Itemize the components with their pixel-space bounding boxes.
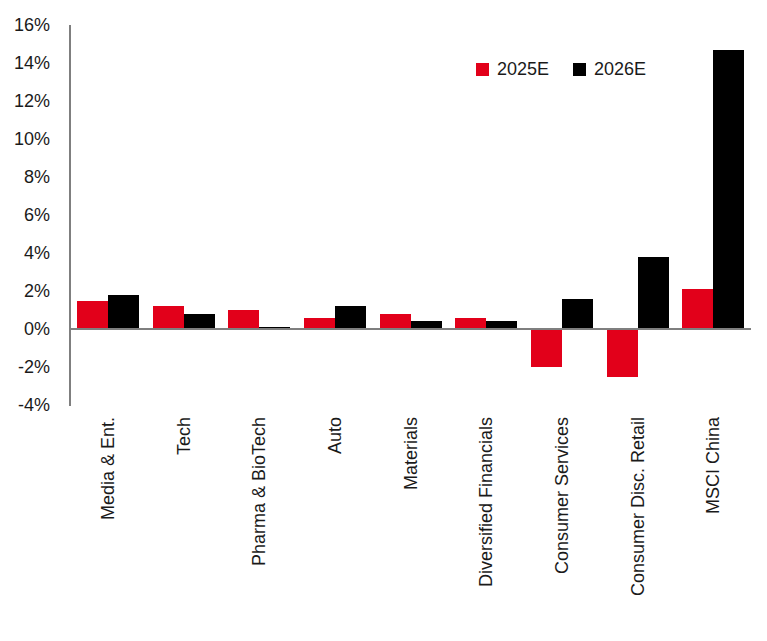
legend-swatch-2025e-icon xyxy=(476,63,489,76)
bar-2025e-consumer-disc-retail xyxy=(607,329,638,377)
y-tick-label-4pct: 4% xyxy=(0,242,50,264)
y-tick-label-12pct: 12% xyxy=(0,90,50,112)
bar-2025e-media-ent xyxy=(77,301,108,330)
bar-2025e-msci-china xyxy=(682,289,713,329)
y-tick-label-2pct: 2% xyxy=(0,280,50,302)
legend-item-2025e: 2025E xyxy=(476,58,549,80)
x-axis-label-media-ent: Media & Ent. xyxy=(97,417,119,520)
x-axis-label-pharma-biotech: Pharma & BioTech xyxy=(248,417,270,566)
legend-label-2025e: 2025E xyxy=(497,58,549,80)
bar-2025e-pharma-biotech xyxy=(228,310,259,329)
bar-2026e-consumer-services xyxy=(562,299,593,329)
x-axis-label-consumer-services: Consumer Services xyxy=(551,417,573,574)
bar-2025e-tech xyxy=(153,306,184,329)
x-axis-label-materials: Materials xyxy=(400,417,422,490)
bar-2025e-materials xyxy=(380,314,411,329)
bar-2025e-consumer-services xyxy=(531,329,562,367)
y-tick-label-8pct: 8% xyxy=(0,166,50,188)
legend: 2025E 2026E xyxy=(476,58,646,80)
x-axis-label-consumer-disc-retail: Consumer Disc. Retail xyxy=(627,417,649,596)
y-tick-label-neg2pct: -2% xyxy=(0,356,50,378)
bar-2026e-media-ent xyxy=(108,295,139,329)
legend-swatch-2026e-icon xyxy=(573,63,586,76)
x-axis-label-tech: Tech xyxy=(173,417,195,455)
y-tick-label-neg4pct: -4% xyxy=(0,394,50,416)
x-axis-label-auto: Auto xyxy=(324,417,346,454)
y-tick-label-0pct: 0% xyxy=(0,318,50,340)
bar-2026e-tech xyxy=(184,314,215,329)
bar-2026e-auto xyxy=(335,306,366,329)
y-tick-label-6pct: 6% xyxy=(0,204,50,226)
y-tick-label-16pct: 16% xyxy=(0,14,50,36)
bar-2026e-msci-china xyxy=(713,50,744,329)
legend-label-2026e: 2026E xyxy=(594,58,646,80)
bar-2026e-consumer-disc-retail xyxy=(638,257,669,329)
zero-baseline xyxy=(69,328,751,330)
y-tick-label-10pct: 10% xyxy=(0,128,50,150)
x-axis-label-diversified-financials: Diversified Financials xyxy=(475,417,497,587)
legend-item-2026e: 2026E xyxy=(573,58,646,80)
x-axis-label-msci-china: MSCI China xyxy=(702,417,724,514)
y-tick-label-14pct: 14% xyxy=(0,52,50,74)
y-axis-line xyxy=(69,25,71,406)
bar-chart: 16% 14% 12% 10% 8% 6% 4% 2% 0% -2% -4% Media & Ent… xyxy=(0,0,767,641)
